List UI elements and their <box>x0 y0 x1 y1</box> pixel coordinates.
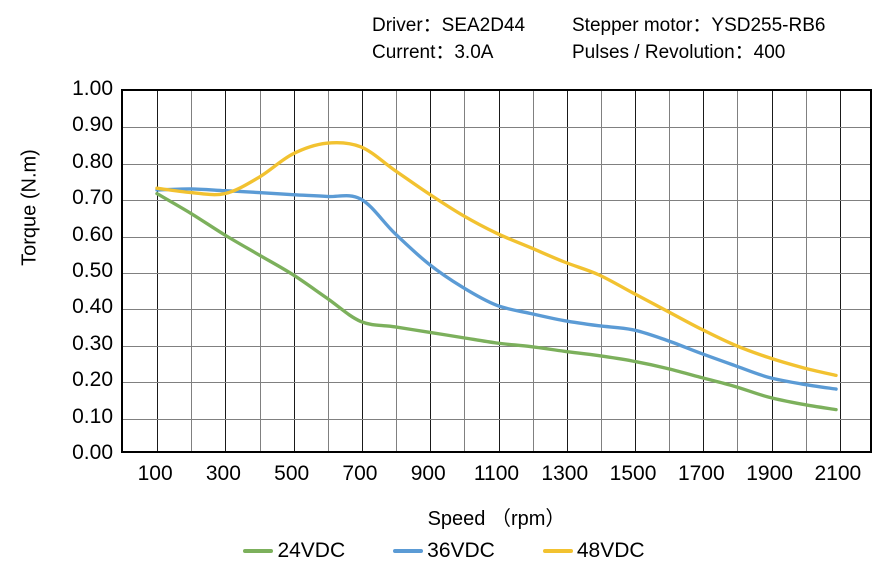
legend-swatch-icon <box>243 548 274 553</box>
gridline-vertical <box>532 91 534 451</box>
y-axis-tick-label: 0.80 <box>72 149 113 173</box>
gridline-horizontal <box>123 163 870 165</box>
legend-swatch-icon <box>542 548 573 553</box>
header-stepper-motor: Stepper motor：YSD255-RB6 <box>572 15 826 36</box>
gridline-vertical <box>805 91 807 451</box>
x-axis-tick-label: 1700 <box>677 462 725 485</box>
legend-label: 24VDC <box>277 539 346 562</box>
gridline-horizontal <box>123 273 870 274</box>
plot-curves <box>155 140 838 412</box>
legend-label: 36VDC <box>427 539 495 562</box>
x-axis-tick-label: 1100 <box>473 462 520 485</box>
header-pulses-per-revolution: Pulses / Revolution：400 <box>572 42 786 63</box>
x-axis-tick-label: 2100 <box>814 462 862 485</box>
gridline-vertical <box>703 91 705 451</box>
series-line-36vdc <box>155 187 838 391</box>
y-axis-tick-label: 1.00 <box>72 77 113 100</box>
x-axis-tick-label: 100 <box>137 462 173 485</box>
gridline-vertical <box>157 91 159 451</box>
gridline-vertical <box>669 91 671 451</box>
legend-swatch-icon <box>393 548 424 553</box>
y-axis-tick-label: 0.10 <box>72 404 113 428</box>
legend-label: 48VDC <box>576 539 645 562</box>
gridline-vertical <box>430 91 432 451</box>
y-axis-tick-label: 0.90 <box>72 113 113 137</box>
y-axis-ticks: 0.00 0.10 0.20 0.30 0.40 0.50 0.60 0.70 0.80 0.90… <box>0 78 113 463</box>
x-axis-tick-label: 700 <box>342 462 378 485</box>
x-axis-ticks: 100 300 500 700 900 1100 1300 1500 1700 1900 2100 <box>121 462 872 492</box>
gridline-vertical <box>600 91 602 451</box>
series-line-48vdc <box>155 140 838 378</box>
gridline-vertical <box>771 91 773 451</box>
y-axis-tick-label: 0.30 <box>72 331 113 355</box>
y-axis-tick-label: 0.60 <box>72 222 113 246</box>
chart-header: Driver：SEA2D44 Stepper motor：YSD255-RB6 C… <box>372 12 888 66</box>
gridline-vertical <box>225 91 227 451</box>
x-axis-tick-label: 500 <box>274 462 310 485</box>
x-axis-tick-label: 1900 <box>746 462 793 485</box>
plot-area <box>121 89 872 453</box>
header-current: Current：3.0A <box>372 42 494 63</box>
gridline-horizontal <box>123 382 870 384</box>
gridline-horizontal <box>123 236 870 238</box>
y-axis-tick-label: 0.40 <box>72 295 113 319</box>
x-axis-tick-label: 300 <box>205 462 241 485</box>
x-axis-tick-label: 1500 <box>609 462 657 485</box>
gridline-horizontal <box>123 345 870 347</box>
y-axis-tick-label: 0.70 <box>72 186 113 210</box>
header-driver: Driver：SEA2D44 <box>372 15 526 36</box>
gridline-vertical <box>361 91 363 451</box>
y-axis-tick-label: 0.00 <box>72 441 113 464</box>
y-axis-tick-label: 0.20 <box>72 368 113 392</box>
legend-item-36vdc[interactable]: 36VDC <box>393 540 495 561</box>
gridline-horizontal <box>123 200 870 202</box>
gridline-vertical <box>464 91 466 451</box>
header-row: Driver：SEA2D44 Stepper motor：YSD255-RB6 <box>372 12 888 39</box>
x-axis-tick-label: 1300 <box>541 462 589 485</box>
gridline-vertical <box>737 91 739 451</box>
legend-item-24vdc[interactable]: 24VDC <box>243 540 345 561</box>
gridline-vertical <box>327 91 329 451</box>
x-axis-title: Speed （rpm） <box>427 508 566 530</box>
gridline-vertical <box>839 91 841 451</box>
gridline-horizontal <box>123 418 870 420</box>
x-axis-tick-label: 900 <box>410 462 446 485</box>
gridline-vertical <box>498 91 500 451</box>
series-line-24vdc <box>155 191 838 412</box>
gridline-vertical <box>566 91 568 451</box>
chart-legend: 24VDC 36VDC 48VDC <box>0 540 888 561</box>
header-row: Current：3.0A Pulses / Revolution：400 <box>372 39 888 66</box>
gridline-vertical <box>259 91 261 451</box>
legend-item-48vdc[interactable]: 48VDC <box>542 539 645 562</box>
gridline-horizontal <box>123 309 870 311</box>
y-axis-title: Torque (N.m) <box>18 149 41 266</box>
gridline-vertical <box>635 91 637 451</box>
gridline-horizontal <box>123 127 870 129</box>
gridline-vertical <box>293 91 295 451</box>
gridlines <box>123 91 870 451</box>
gridline-vertical <box>396 91 398 451</box>
gridline-vertical <box>191 91 193 451</box>
y-axis-tick-label: 0.50 <box>72 259 113 282</box>
